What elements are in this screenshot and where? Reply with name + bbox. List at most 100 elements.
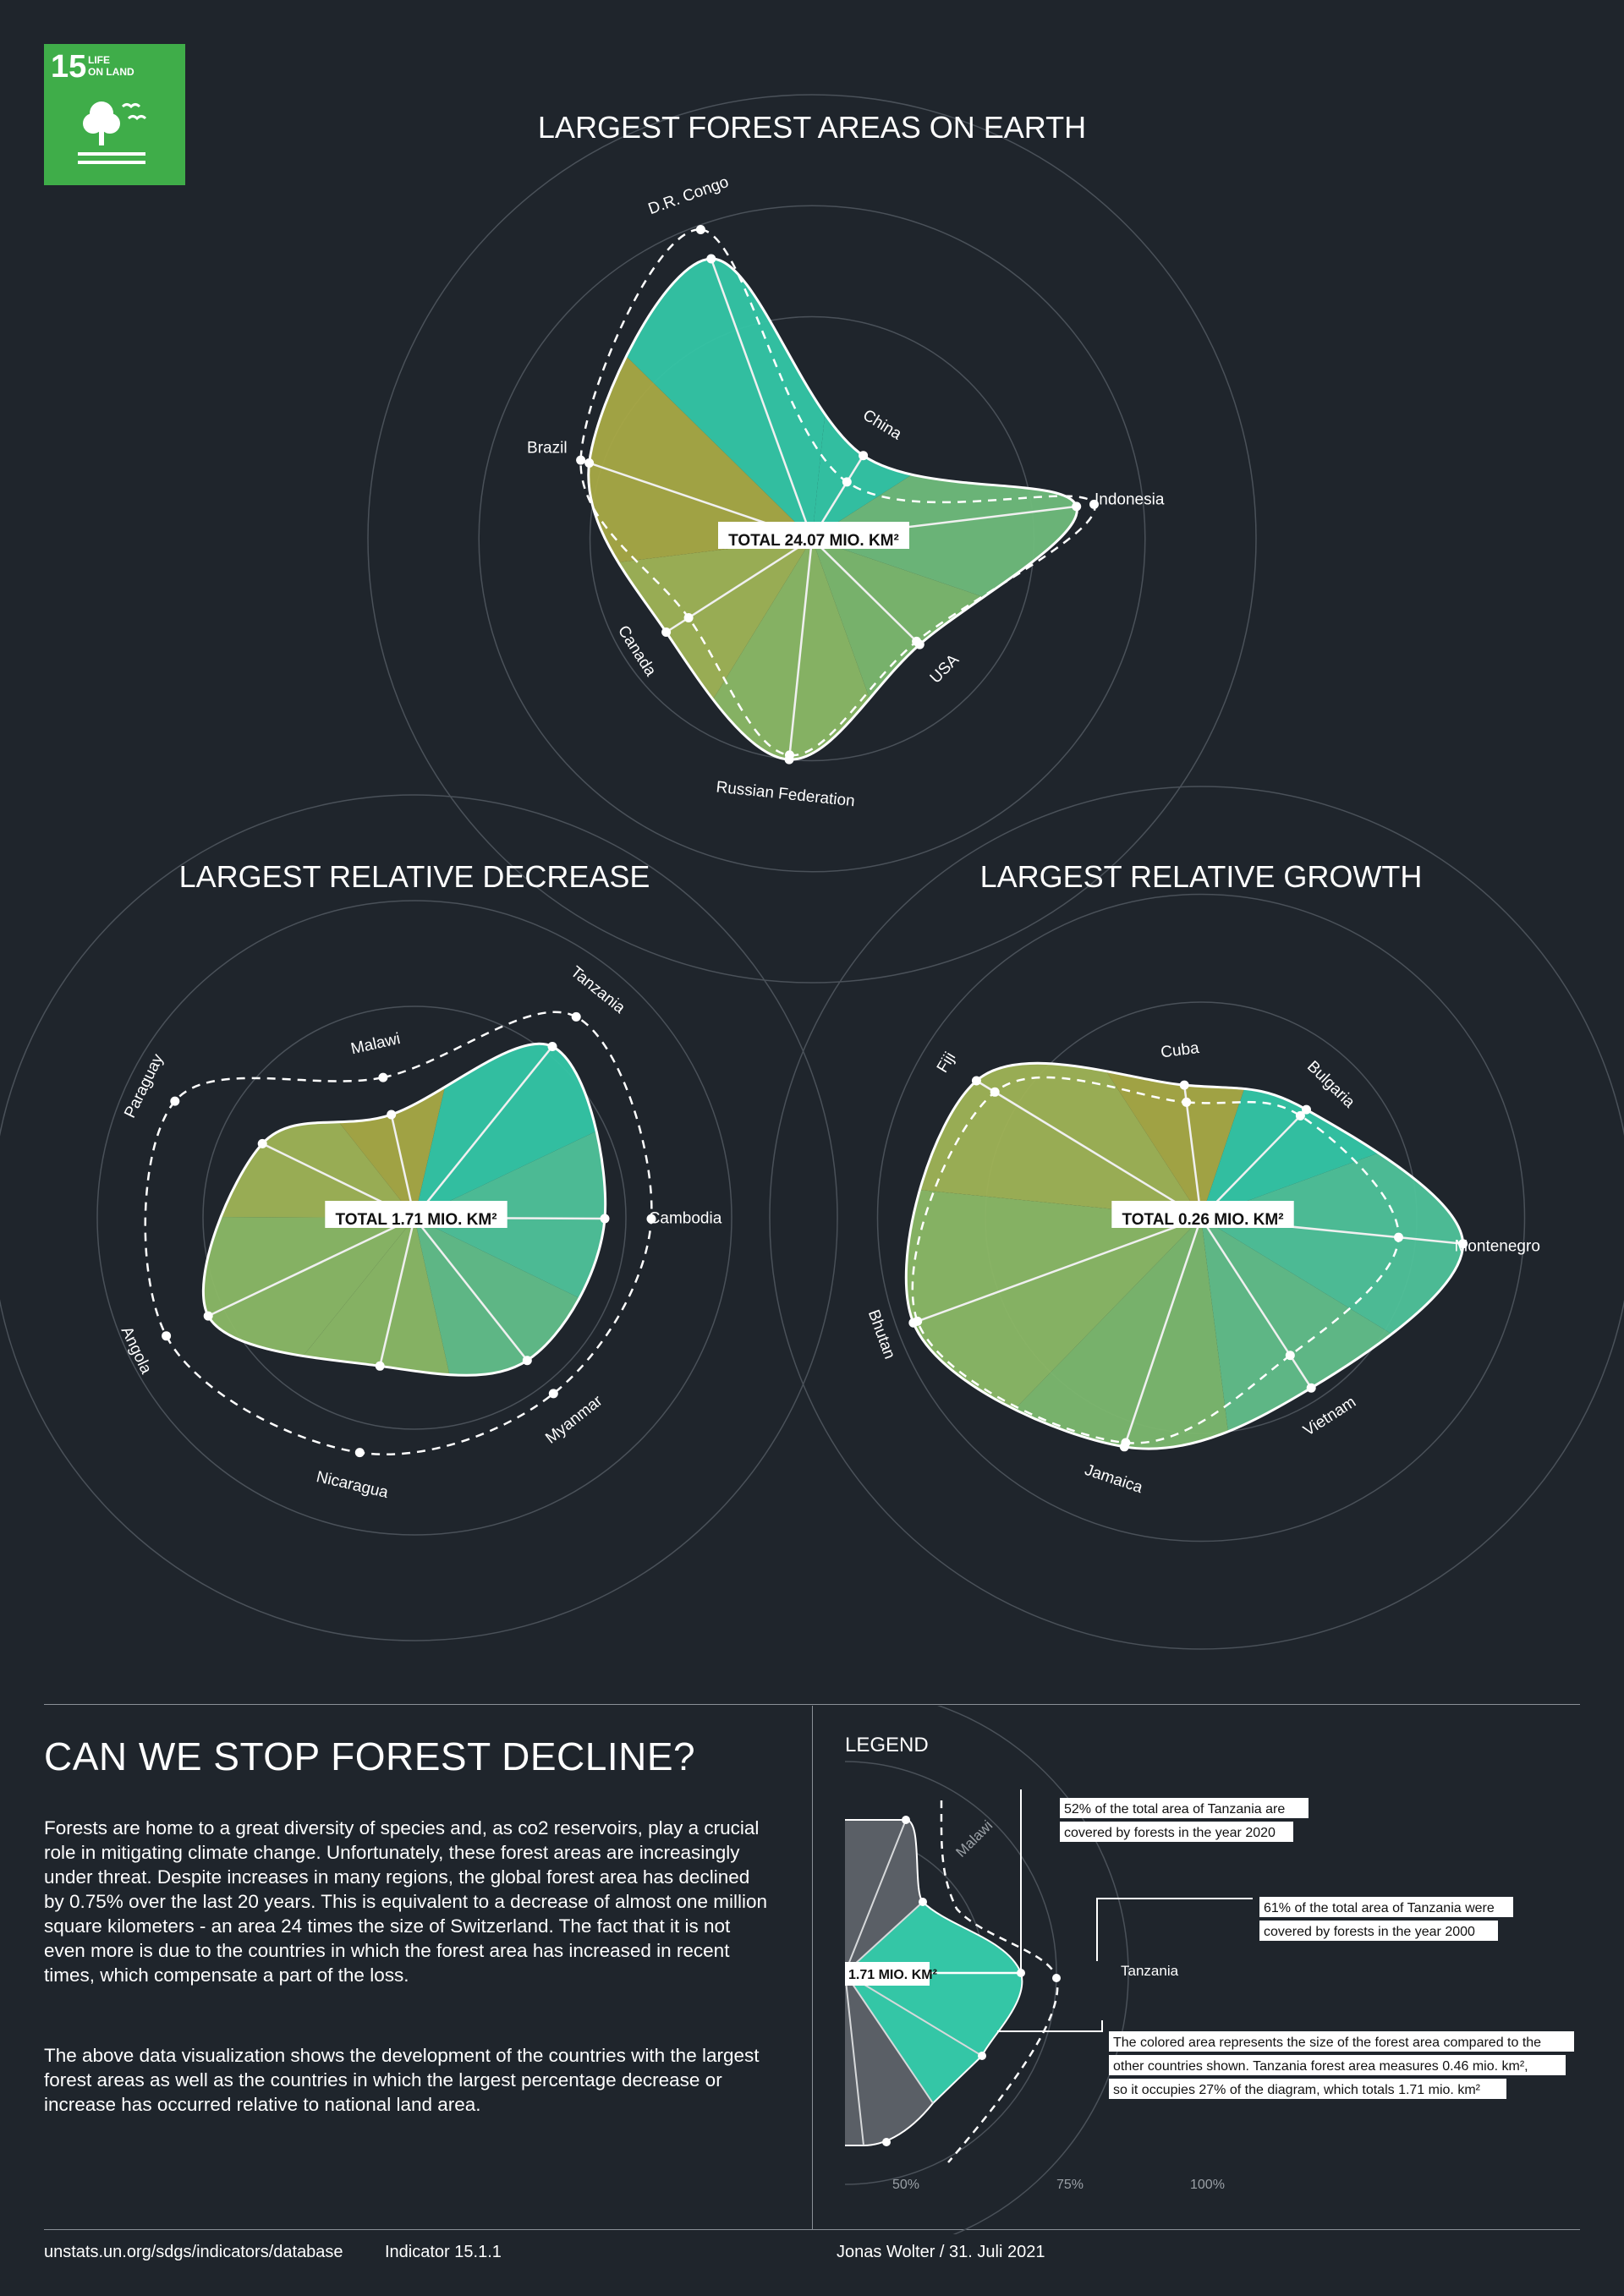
chart-title: LARGEST RELATIVE DECREASE — [179, 859, 650, 894]
legend-point-3 — [978, 2052, 986, 2060]
sectors — [906, 1063, 1463, 1449]
annotation-2000-line1: 61% of the total area of Tanzania were — [1264, 1901, 1495, 1915]
point-2000-bulgaria — [1295, 1110, 1305, 1121]
outline-2020 — [904, 1061, 1465, 1450]
spoke-fiji — [975, 1079, 1202, 1219]
point-2000-tanzania — [571, 1011, 581, 1022]
legend-axis-label-malawi: Malawi — [952, 1817, 996, 1860]
total-label: TOTAL 0.26 MIO. KM² — [1122, 1211, 1283, 1229]
point-2000-montenegro — [1394, 1232, 1403, 1242]
legend-tick-75: 75% — [1056, 2178, 1084, 2192]
axis-label-paraguay: Paraguay — [121, 1051, 167, 1121]
axis-label-myanmar: Myanmar — [542, 1392, 606, 1448]
point-2020-china — [859, 451, 869, 461]
divider-vertical — [812, 1706, 813, 2230]
axis-label-cuba: Cuba — [1160, 1039, 1200, 1062]
point-2020-malawi — [387, 1110, 397, 1120]
charts: D.R. Congo China Indonesia USA Russian Feder… — [118, 110, 1540, 1502]
point-2000-cambodia — [646, 1214, 656, 1224]
paragraph-1: Forests are home to a great diversity of… — [44, 1817, 768, 1986]
legend-axis-label-tanzania: Tanzania — [1121, 1963, 1179, 1979]
chart-title: LARGEST RELATIVE GROWTH — [980, 859, 1423, 894]
grid-ring-100 — [769, 786, 1624, 1650]
annotation-area-line3: so it occupies 27% of the diagram, which… — [1113, 2083, 1481, 2097]
axis-label-russian-federation: Russian Federation — [716, 779, 856, 811]
spoke-usa — [811, 538, 921, 645]
spoke-bhutan — [913, 1216, 1202, 1324]
point-2000-nicaragua — [354, 1448, 365, 1458]
axis-label-indonesia: Indonesia — [1095, 490, 1165, 508]
radar-chart-2: CubaBulgariaMontenegroVietnamJamaicaBhut… — [864, 859, 1540, 1498]
point-2020-nicaragua — [375, 1361, 385, 1371]
spoke-cuba — [1182, 1084, 1203, 1219]
annotation-area-line2: other countries shown. Tanzania forest a… — [1113, 2059, 1528, 2074]
total-box — [325, 1201, 508, 1228]
point-2000-brazil — [576, 455, 586, 465]
axis-label-d-r-congo: D.R. Congo — [646, 173, 732, 218]
annotation-2000-box-2 — [1259, 1921, 1498, 1941]
axis-label-jamaica: Jamaica — [1083, 1461, 1145, 1498]
point-2020-myanmar — [522, 1356, 532, 1366]
spoke-russian-federation — [787, 538, 814, 760]
annotation-2000-line2: covered by forests in the year 2000 — [1264, 1925, 1475, 1939]
sector-myanmar — [414, 1218, 606, 1376]
point-2000-jamaica — [1121, 1438, 1131, 1448]
legend-axis-5 — [845, 1972, 864, 2146]
outline-2020 — [201, 1042, 607, 1377]
divider-top — [44, 1704, 1580, 1705]
legend-ring-75 — [845, 1761, 1057, 2185]
annotation-2020-box-2 — [1060, 1822, 1293, 1842]
point-2020-vietnam — [1306, 1383, 1316, 1393]
spoke-bulgaria — [1200, 1109, 1308, 1219]
annotation-area-box-3 — [1109, 2079, 1506, 2099]
legend-axis-malawi — [845, 1819, 907, 1974]
spoke-d-r-congo — [710, 258, 814, 540]
sector-fiji — [906, 1063, 1201, 1218]
point-2000-china — [842, 477, 852, 487]
point-2020-angola — [203, 1311, 213, 1321]
legend-point-tanzania-2000 — [1052, 1974, 1061, 1982]
point-2000-paraguay — [170, 1096, 180, 1106]
sector-tanzania — [414, 1044, 606, 1218]
annotation-area-box-2 — [1109, 2055, 1566, 2075]
axis-label-usa: USA — [927, 651, 963, 688]
point-2020-bulgaria — [1302, 1104, 1311, 1115]
point-2020-paraguay — [257, 1138, 267, 1148]
annotation-2020-line1: 52% of the total area of Tanzania are — [1064, 1802, 1285, 1817]
tree-icon — [78, 101, 147, 164]
sector-vietnam — [1201, 1218, 1463, 1449]
axis-label-china: China — [859, 407, 905, 444]
grid-ring-75 — [478, 205, 1146, 873]
axis-label-tanzania: Tanzania — [567, 963, 628, 1017]
point-2000-indonesia — [1089, 499, 1099, 509]
point-2020-d-r-congo — [706, 254, 716, 264]
sdg-label-line2: ON LAND — [88, 66, 134, 78]
legend-axis-4 — [845, 1972, 934, 2104]
point-2020-cuba — [1179, 1080, 1189, 1090]
headline: CAN WE STOP FOREST DECLINE? — [44, 1734, 696, 1778]
sdg-label: LIFE ON LAND — [88, 54, 164, 78]
annotation-2020-box-1 — [1060, 1798, 1309, 1818]
legend-total-label: 1.71 MIO. KM² — [848, 1968, 937, 1982]
legend-ring-100 — [936, 1706, 1129, 2234]
spoke-vietnam — [1199, 1217, 1313, 1389]
point-2000-cuba — [1182, 1097, 1192, 1107]
point-2020-fiji — [971, 1076, 981, 1086]
footer-source[interactable]: unstats.un.org/sdgs/indicators/database — [44, 2243, 343, 2261]
point-2020-montenegro — [1458, 1239, 1468, 1249]
sector-canada — [588, 539, 812, 760]
point-2000-usa — [912, 636, 922, 646]
annotation-2000-box-1 — [1259, 1897, 1513, 1917]
axis-label-nicaragua: Nicaragua — [315, 1468, 391, 1502]
point-2000-canada — [683, 613, 694, 622]
point-2020-indonesia — [1072, 501, 1082, 512]
sector-jamaica — [906, 1218, 1266, 1449]
sector-d-r-congo — [588, 258, 867, 539]
spoke-angola — [207, 1216, 415, 1318]
total-box — [718, 522, 909, 549]
grid-ring-75 — [876, 893, 1526, 1543]
axis-label-cambodia: Cambodia — [649, 1209, 722, 1227]
sector-brazil — [588, 258, 812, 604]
annotation-line-2 — [1096, 1898, 1253, 1961]
spoke-myanmar — [414, 1217, 529, 1362]
